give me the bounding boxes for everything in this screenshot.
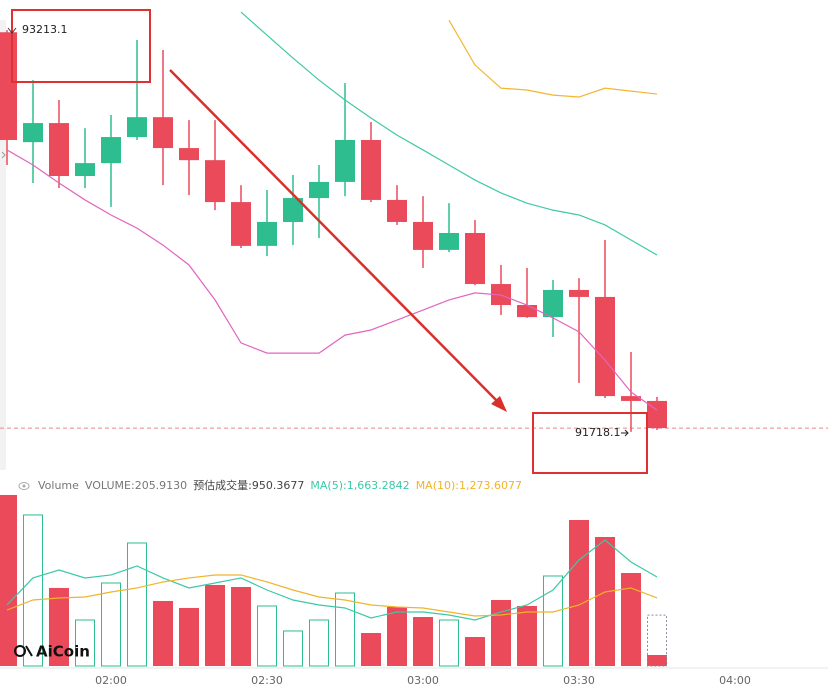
candle-body	[283, 198, 303, 222]
volume-bar	[517, 605, 537, 666]
highlight-box	[11, 9, 151, 83]
candle-body	[439, 232, 459, 250]
legend-entry: MA(5):1,663.2842	[310, 479, 409, 492]
x-tick-label: 03:30	[563, 674, 595, 687]
candle-body	[621, 396, 641, 401]
volume-bar	[387, 607, 407, 666]
volume-bar	[205, 584, 225, 666]
volume-bar	[0, 494, 17, 666]
volume-bar	[595, 536, 615, 666]
candle-body	[0, 32, 17, 141]
plot: 02:00 02:30 03:00 03:30 04:00	[0, 11, 828, 687]
candle-body	[361, 140, 381, 200]
volume-bar	[49, 587, 69, 666]
volume-bar	[647, 654, 667, 666]
side-strip	[0, 20, 6, 470]
candle-body	[569, 289, 589, 297]
logo-icon	[14, 645, 26, 657]
volume-bar	[543, 575, 563, 667]
watermark: AiCoin	[14, 643, 90, 661]
x-tick-label: 04:00	[719, 674, 751, 687]
volume-bar	[361, 633, 381, 666]
trend-arrow-head	[491, 396, 507, 412]
candle-body	[335, 140, 355, 182]
volume-bar	[309, 619, 329, 667]
legend-entry: MA(10):1,273.6077	[416, 479, 522, 492]
logo-icon	[25, 645, 33, 657]
volume-bar	[179, 607, 199, 666]
volume-bar	[283, 630, 303, 667]
volume-bar	[75, 619, 95, 667]
legend: Volume VOLUME:205.9130 预估成交量:950.3677 MA(5)…	[18, 478, 522, 492]
volume-bar	[569, 519, 589, 666]
volume-bar	[101, 582, 121, 667]
highlight-box	[532, 412, 648, 474]
volume-bar	[23, 514, 43, 667]
volume-bar	[231, 587, 251, 666]
volume-ma-line	[6, 539, 658, 621]
estimated-volume	[647, 614, 667, 667]
candle-body	[49, 123, 69, 177]
eye-icon	[18, 482, 30, 490]
trend-arrow	[169, 69, 501, 405]
x-tick-label: 02:30	[251, 674, 283, 687]
watermark-text: AiCoin	[36, 643, 90, 661]
candle-body	[465, 232, 485, 285]
x-tick-label: 03:00	[407, 674, 439, 687]
candle-body	[387, 199, 407, 222]
candle-body	[647, 400, 667, 429]
volume-bar	[621, 572, 641, 666]
candle-body	[231, 202, 251, 246]
candle-body	[75, 163, 95, 177]
candle-body	[543, 289, 563, 318]
x-tick-label: 02:00	[95, 674, 127, 687]
candle-body	[23, 123, 43, 143]
candle-body	[127, 117, 147, 138]
candle-body	[257, 221, 277, 246]
volume-bar	[439, 619, 459, 667]
candle-body	[101, 137, 121, 164]
indicator-line	[448, 19, 658, 98]
candle-body	[595, 296, 615, 397]
legend-entry: Volume	[38, 479, 79, 492]
high-label: 93213.1	[22, 23, 68, 36]
indicator-line	[6, 149, 658, 411]
candle-body	[205, 160, 225, 203]
volume-bar	[491, 600, 511, 666]
volume-bar	[465, 637, 485, 666]
side-arrow	[1, 151, 6, 159]
candle-body	[153, 117, 173, 149]
candle-body	[517, 305, 537, 318]
candle-body	[413, 221, 433, 250]
eye-icon	[22, 484, 26, 488]
volume-ma-line	[6, 574, 658, 617]
volume-bar	[257, 605, 277, 667]
indicator-line	[240, 11, 658, 256]
candle-body	[179, 148, 199, 161]
low-label: 91718.1	[575, 426, 621, 439]
volume-bar	[153, 600, 173, 666]
volume-bar	[335, 592, 355, 667]
label-arrow	[7, 27, 17, 34]
candle-body	[309, 181, 329, 199]
volume-bar	[127, 542, 147, 667]
label-arrow	[621, 429, 629, 437]
legend-entry: VOLUME:205.9130	[85, 479, 187, 492]
legend-entry: 预估成交量:950.3677	[193, 478, 304, 492]
volume-bar	[413, 617, 433, 666]
